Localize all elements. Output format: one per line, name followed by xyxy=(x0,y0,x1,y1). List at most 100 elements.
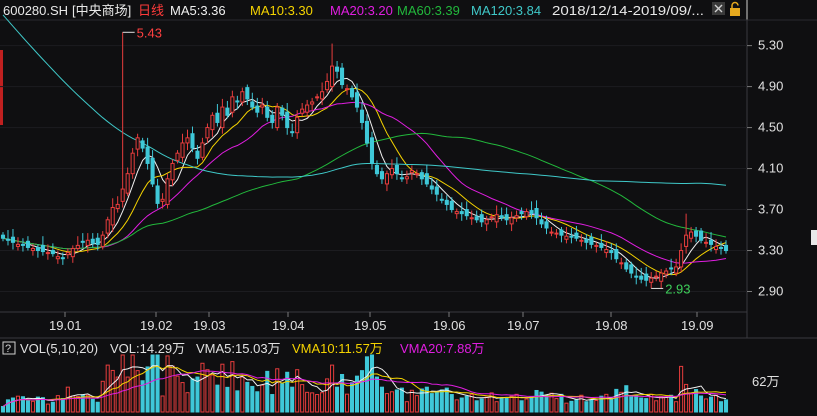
candle xyxy=(504,207,509,225)
volume-bar xyxy=(285,371,290,413)
volume-bar xyxy=(60,398,65,413)
volume-bar xyxy=(664,396,669,413)
candle xyxy=(200,137,205,161)
volume-bar xyxy=(629,396,634,413)
volume-bar xyxy=(35,396,40,413)
candle xyxy=(429,177,434,195)
volume-bar xyxy=(310,392,315,413)
candle xyxy=(320,82,325,106)
volume-bar xyxy=(215,384,220,413)
volume-bar xyxy=(554,398,559,413)
ma120-line xyxy=(2,14,727,186)
candle xyxy=(689,226,694,243)
volume-bar xyxy=(479,398,484,413)
volume-bar xyxy=(300,384,305,413)
candle xyxy=(90,233,95,248)
x-tick-label: 19.01 xyxy=(49,318,82,333)
candle xyxy=(175,150,180,164)
volume-bar xyxy=(439,389,444,413)
candle xyxy=(669,258,674,276)
candle xyxy=(349,85,355,100)
volume-bar xyxy=(359,370,365,413)
volume-bar xyxy=(379,386,384,413)
candle xyxy=(629,261,634,279)
volume-bar xyxy=(534,389,539,413)
candle xyxy=(205,123,210,143)
candle xyxy=(5,230,11,246)
candle xyxy=(449,197,454,213)
lock-icon[interactable] xyxy=(730,1,740,17)
candle xyxy=(325,73,330,93)
volume-bar xyxy=(544,394,549,413)
candle xyxy=(240,87,245,107)
ma120-legend: MA120:3.84 xyxy=(471,3,541,18)
volume-bar xyxy=(25,400,30,413)
period-label[interactable]: 日线 xyxy=(138,3,164,18)
volume-bar xyxy=(185,392,190,413)
candle xyxy=(708,232,714,252)
volume-bar xyxy=(210,374,215,413)
volume-bar xyxy=(270,394,275,413)
volume-bar xyxy=(45,403,50,413)
volume-bar xyxy=(190,378,195,413)
volume-bar xyxy=(469,393,474,413)
close-icon[interactable] xyxy=(712,2,725,15)
volume-bar xyxy=(579,394,584,413)
volume-bar xyxy=(504,397,509,413)
candle xyxy=(270,110,275,129)
candle xyxy=(484,215,489,232)
volume-bar xyxy=(315,394,320,413)
candle xyxy=(399,170,404,182)
candle xyxy=(70,245,75,263)
candle xyxy=(694,226,699,243)
volume-bar xyxy=(654,400,659,413)
candle xyxy=(559,226,564,243)
vol-value: VOL:14.29万 xyxy=(110,341,185,356)
x-tick-label: 19.06 xyxy=(433,318,466,333)
volume-bar xyxy=(519,400,524,413)
date-range[interactable]: 2018/12/14-2019/09/... xyxy=(552,3,704,18)
scroll-handle[interactable] xyxy=(811,230,817,245)
volume-bar xyxy=(305,391,310,413)
candle xyxy=(384,170,389,192)
candle xyxy=(35,244,40,258)
candle xyxy=(609,243,614,260)
candle xyxy=(604,241,609,258)
candle xyxy=(190,126,195,153)
vma20-line xyxy=(2,370,727,407)
candle xyxy=(713,239,719,254)
candle xyxy=(419,169,424,185)
volume-bar xyxy=(200,362,205,413)
volume-bar xyxy=(474,400,479,413)
volume-bar xyxy=(449,394,454,413)
ma10-legend: MA10:3.30 xyxy=(250,3,313,18)
volume-toggle[interactable]: ? xyxy=(2,341,16,355)
candle xyxy=(170,159,175,186)
svg-text:?: ? xyxy=(5,343,11,355)
volume-bar xyxy=(429,393,434,413)
volume-bar xyxy=(354,375,360,413)
volume-bar xyxy=(335,386,340,413)
candle xyxy=(639,267,644,284)
volume-bar xyxy=(369,354,375,413)
candle xyxy=(215,104,220,127)
volume-bar xyxy=(679,365,684,413)
vol-indicator-label: VOL(5,10,20) xyxy=(20,341,98,356)
volume-bar xyxy=(260,384,265,413)
candle xyxy=(464,201,469,220)
volume-bar xyxy=(399,387,404,413)
volume-bar xyxy=(230,361,235,413)
volume-bar xyxy=(424,386,429,413)
volume-bar xyxy=(454,399,459,413)
candle xyxy=(579,234,584,247)
volume-bar xyxy=(589,399,594,413)
volume-bar xyxy=(539,391,544,413)
candle xyxy=(369,131,375,170)
candle xyxy=(584,234,589,250)
volume-bar xyxy=(280,383,285,413)
volume-bar xyxy=(694,389,699,413)
candle xyxy=(674,258,679,277)
volume-bar xyxy=(10,397,16,413)
candle xyxy=(524,208,529,220)
volume-bar xyxy=(509,395,514,413)
